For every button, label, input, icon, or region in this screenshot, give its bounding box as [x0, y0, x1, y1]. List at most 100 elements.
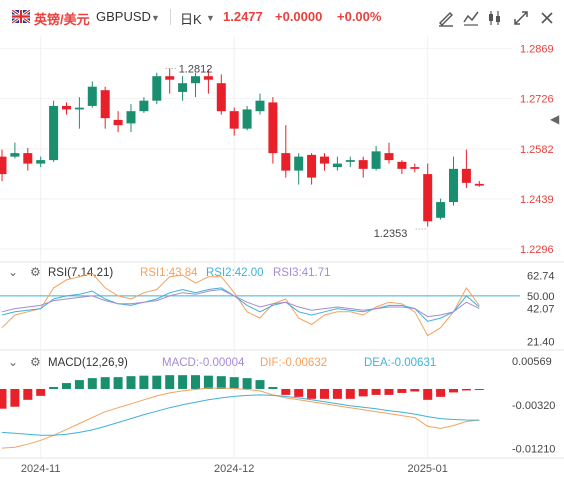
draw-tool-icon[interactable]: [437, 9, 455, 27]
macd-histogram-bar: [178, 375, 188, 389]
candle-body: [0, 156, 7, 175]
macd-histogram-bar: [320, 388, 329, 399]
candle-body: [126, 111, 136, 124]
candle-type-icon[interactable]: [486, 9, 504, 27]
macd-axis-label: 0.00569: [512, 356, 552, 368]
candle-body: [358, 160, 368, 169]
macd-histogram-bar: [242, 378, 252, 389]
macd-histogram-bar: [397, 388, 407, 393]
candle-body: [345, 160, 355, 162]
macd-histogram-bar: [449, 388, 458, 393]
macd-series-dif: [1, 387, 480, 449]
macd-histogram-bar: [49, 387, 59, 389]
candle-body: [371, 151, 381, 169]
macd-histogram-bar: [74, 380, 84, 389]
candle-body: [139, 100, 149, 112]
rsi-axis-label: 42.07: [527, 303, 555, 315]
macd-histogram-bar: [307, 388, 317, 399]
macd-histogram-bar: [191, 375, 200, 389]
macd-histogram-bar: [281, 388, 291, 395]
timeframe-caret-icon[interactable]: ▼: [206, 13, 215, 23]
macd-histogram-bar: [423, 388, 433, 400]
candle-body: [268, 102, 278, 154]
candle-body: [152, 76, 162, 101]
rsi-legend-rsi3: RSI3:41.71: [273, 267, 331, 279]
candle-body: [294, 156, 304, 171]
macd-histogram-bar: [139, 375, 149, 389]
expand-icon[interactable]: [512, 9, 530, 27]
collapse-icon: ⌄: [8, 355, 18, 369]
candle-body: [281, 153, 291, 171]
macd-histogram-bar: [126, 376, 136, 389]
low-annotation: 1.2353: [374, 228, 408, 240]
candle-body: [229, 111, 239, 129]
rsi-title: RSI(7,14,21): [48, 267, 113, 279]
price-change-pct: +0.00%: [337, 9, 382, 24]
price-axis-label: 1.2869: [520, 44, 554, 56]
price-axis-label: 1.2582: [520, 144, 554, 156]
candle-body: [242, 109, 252, 129]
macd-legend-dif: DIF:-0.00632: [260, 357, 327, 369]
rsi-axis-label: 62.74: [527, 271, 555, 283]
rsi-axis-label: 21.40: [527, 336, 555, 348]
candle-body: [62, 105, 71, 110]
candle-body: [203, 76, 213, 80]
candle-body: [423, 174, 433, 222]
macd-title: MACD(12,26,9): [48, 357, 128, 369]
chart-header: 英镑/美元 GBPUSD ▼ 日K ▼ 1.2477 +0.0000 +0.00…: [0, 0, 564, 34]
pair-name-cn[interactable]: 英镑/美元: [34, 12, 90, 27]
candle-body: [307, 154, 317, 178]
high-annotation: 1.2812: [179, 64, 213, 76]
candle-body: [436, 202, 446, 218]
candle-body: [178, 83, 188, 92]
macd-histogram-bar: [345, 388, 355, 399]
macd-histogram-bar: [371, 388, 381, 395]
macd-axis-label: -0.01210: [512, 444, 555, 456]
candle-body: [474, 183, 484, 186]
macd-histogram-bar: [229, 377, 239, 389]
settings-icon: ⚙: [30, 265, 41, 279]
candle-body: [384, 153, 394, 161]
macd-histogram-bar: [255, 380, 265, 389]
timeframe-selector[interactable]: 日K: [180, 12, 202, 27]
candle-body: [332, 163, 342, 168]
candle-body: [23, 153, 33, 164]
macd-histogram-bar: [62, 383, 71, 389]
rsi-legend-rsi2: RSI2:42.00: [206, 267, 264, 279]
rsi-series-rsi3: [1, 288, 480, 318]
dropdown-caret-icon[interactable]: ▼: [151, 13, 160, 23]
macd-histogram-bar: [410, 388, 420, 392]
candle-body: [191, 76, 200, 84]
macd-histogram-bar: [87, 378, 97, 389]
macd-histogram-bar: [461, 388, 471, 391]
macd-histogram-bar: [165, 375, 175, 389]
candle-body: [10, 153, 20, 157]
macd-histogram-bar: [268, 387, 278, 389]
candle-body: [216, 83, 226, 112]
candle-body: [449, 168, 458, 203]
price-axis-label: 1.2439: [520, 194, 554, 206]
macd-histogram-bar: [436, 388, 446, 397]
indicator-icon[interactable]: [462, 9, 480, 27]
price-change: +0.0000: [275, 9, 323, 24]
last-price: 1.2477: [223, 9, 263, 24]
macd-histogram-bar: [358, 388, 368, 397]
macd-histogram-bar: [216, 376, 226, 389]
candle-body: [100, 90, 110, 119]
macd-histogram-bar: [203, 375, 213, 389]
candle-body: [74, 107, 84, 110]
candle-body: [397, 161, 407, 169]
macd-histogram-bar: [384, 388, 394, 395]
close-icon[interactable]: [538, 9, 556, 27]
candle-body: [410, 167, 420, 169]
candle-body: [87, 86, 97, 106]
macd-histogram-bar: [0, 388, 7, 409]
rsi-series-rsi2: [1, 287, 480, 322]
candle-body: [49, 105, 59, 161]
candle-body: [113, 119, 123, 126]
side-collapse-icon[interactable]: ◀: [550, 112, 560, 126]
price-axis-label: 1.2296: [520, 244, 554, 256]
uk-flag-icon: [12, 10, 30, 23]
pair-code[interactable]: GBPUSD: [96, 9, 151, 24]
